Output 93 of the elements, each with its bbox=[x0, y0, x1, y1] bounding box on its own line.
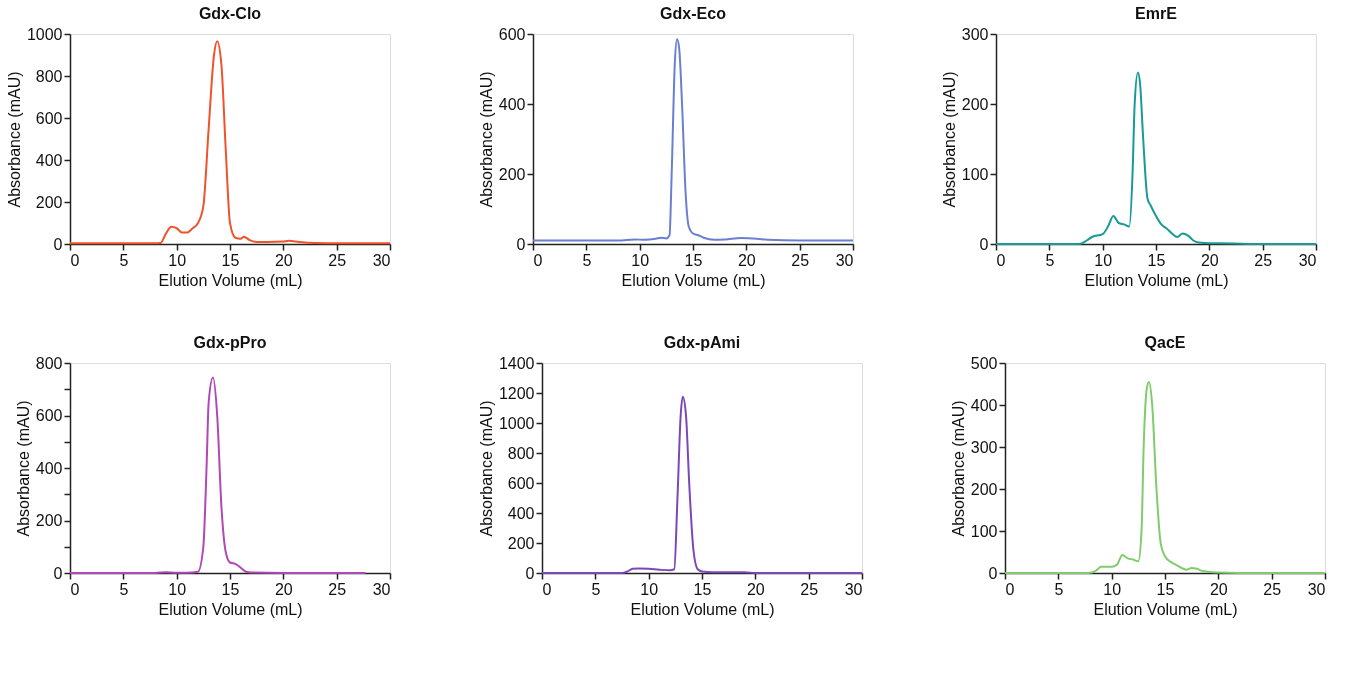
x-tick-label: 5 bbox=[1054, 580, 1064, 598]
x-axis-title: Elution Volume (mL) bbox=[158, 271, 303, 289]
y-tick-label: 200 bbox=[961, 95, 989, 113]
chart-title: Gdx-pAmi bbox=[663, 334, 741, 351]
x-tick-label: 25 bbox=[800, 580, 819, 598]
y-tick-label: 200 bbox=[35, 193, 63, 211]
x-tick-label: 25 bbox=[328, 580, 347, 598]
x-tick-label: 5 bbox=[119, 580, 129, 598]
x-tick-label: 0 bbox=[70, 251, 80, 269]
x-axis-title: Elution Volume (mL) bbox=[1093, 600, 1238, 618]
x-tick-label: 15 bbox=[684, 251, 703, 269]
y-axis-title: Absorbance (mAU) bbox=[940, 71, 958, 208]
line-series bbox=[69, 376, 367, 574]
x-axis-title: Elution Volume (mL) bbox=[630, 600, 775, 618]
y-tick-label: 300 bbox=[970, 438, 998, 456]
y-tick-label: 500 bbox=[970, 354, 998, 372]
y-tick-label: 300 bbox=[961, 25, 989, 43]
y-tick-label: 200 bbox=[498, 165, 526, 183]
y-tick-label: 400 bbox=[498, 95, 526, 113]
x-tick-label: 30 bbox=[1298, 251, 1317, 269]
y-tick-label: 200 bbox=[970, 480, 998, 498]
x-tick-label: 10 bbox=[168, 580, 187, 598]
x-tick-label: 20 bbox=[737, 251, 756, 269]
chart-title: EmrE bbox=[1135, 5, 1178, 22]
x-tick-label: 25 bbox=[1254, 251, 1273, 269]
x-tick-label: 30 bbox=[844, 580, 863, 598]
y-tick-label: 800 bbox=[35, 354, 63, 372]
y-tick-label: 400 bbox=[507, 504, 535, 522]
chart-title: Gdx-Eco bbox=[660, 5, 727, 22]
y-tick-label: 0 bbox=[53, 235, 63, 253]
y-tick-label: 400 bbox=[970, 396, 998, 414]
x-tick-label: 0 bbox=[70, 580, 80, 598]
x-tick-label: 30 bbox=[1307, 580, 1326, 598]
x-tick-label: 5 bbox=[1045, 251, 1055, 269]
x-tick-label: 20 bbox=[1209, 580, 1228, 598]
x-tick-label: 20 bbox=[746, 580, 765, 598]
chart-title: Gdx-Clo bbox=[198, 5, 262, 22]
y-tick-label: 600 bbox=[498, 25, 526, 43]
y-tick-label: 800 bbox=[35, 67, 63, 85]
x-tick-label: 15 bbox=[221, 251, 240, 269]
x-tick-label: 15 bbox=[1147, 251, 1166, 269]
x-tick-label: 15 bbox=[693, 580, 712, 598]
x-tick-label: 25 bbox=[328, 251, 347, 269]
x-axis-title: Elution Volume (mL) bbox=[158, 600, 303, 618]
y-tick-label: 1400 bbox=[498, 354, 535, 372]
y-axis-title: Absorbance (mAU) bbox=[477, 71, 495, 208]
x-tick-label: 5 bbox=[119, 251, 129, 269]
y-tick-label: 0 bbox=[516, 235, 526, 253]
x-tick-label: 5 bbox=[582, 251, 592, 269]
y-axis-title: Absorbance (mAU) bbox=[477, 400, 495, 537]
y-axis-title: Absorbance (mAU) bbox=[5, 71, 23, 208]
y-tick-label: 1200 bbox=[498, 384, 535, 402]
chart-title: QacE bbox=[1144, 334, 1186, 351]
x-tick-label: 25 bbox=[791, 251, 810, 269]
y-tick-label: 400 bbox=[35, 151, 63, 169]
x-axis-title: Elution Volume (mL) bbox=[621, 271, 766, 289]
chart-title: Gdx-pPro bbox=[193, 334, 267, 351]
y-tick-label: 400 bbox=[35, 459, 63, 477]
x-tick-label: 10 bbox=[640, 580, 659, 598]
x-tick-label: 30 bbox=[372, 580, 391, 598]
y-tick-label: 0 bbox=[979, 235, 989, 253]
y-tick-label: 0 bbox=[988, 564, 998, 582]
y-tick-label: 200 bbox=[35, 512, 63, 529]
x-tick-label: 10 bbox=[631, 251, 650, 269]
x-tick-label: 0 bbox=[1005, 580, 1015, 598]
y-tick-label: 600 bbox=[35, 109, 63, 127]
x-tick-label: 10 bbox=[168, 251, 187, 269]
x-tick-label: 20 bbox=[1200, 251, 1219, 269]
x-axis-title: Elution Volume (mL) bbox=[1084, 271, 1229, 289]
x-tick-label: 0 bbox=[542, 580, 552, 598]
y-tick-label: 1000 bbox=[498, 414, 535, 432]
y-tick-label: 600 bbox=[507, 474, 535, 492]
y-tick-label: 100 bbox=[961, 165, 989, 183]
y-tick-label: 0 bbox=[53, 564, 63, 582]
y-tick-label: 100 bbox=[970, 522, 998, 540]
x-tick-label: 30 bbox=[372, 251, 391, 269]
y-axis-title: Absorbance (mAU) bbox=[949, 400, 967, 537]
line-series bbox=[532, 38, 854, 242]
x-tick-label: 20 bbox=[274, 251, 293, 269]
x-tick-label: 10 bbox=[1103, 580, 1122, 598]
y-tick-label: 0 bbox=[525, 564, 535, 582]
x-tick-label: 30 bbox=[835, 251, 854, 269]
y-axis-title: Absorbance (mAU) bbox=[14, 400, 32, 537]
y-tick-label: 600 bbox=[35, 407, 63, 424]
y-tick-label: 200 bbox=[507, 534, 535, 552]
x-tick-label: 25 bbox=[1263, 580, 1282, 598]
x-tick-label: 10 bbox=[1094, 251, 1113, 269]
x-tick-label: 20 bbox=[274, 580, 293, 598]
y-tick-label: 1000 bbox=[26, 25, 63, 43]
x-tick-label: 5 bbox=[591, 580, 601, 598]
x-tick-label: 15 bbox=[221, 580, 240, 598]
y-tick-label: 800 bbox=[507, 444, 535, 462]
x-tick-label: 15 bbox=[1156, 580, 1175, 598]
